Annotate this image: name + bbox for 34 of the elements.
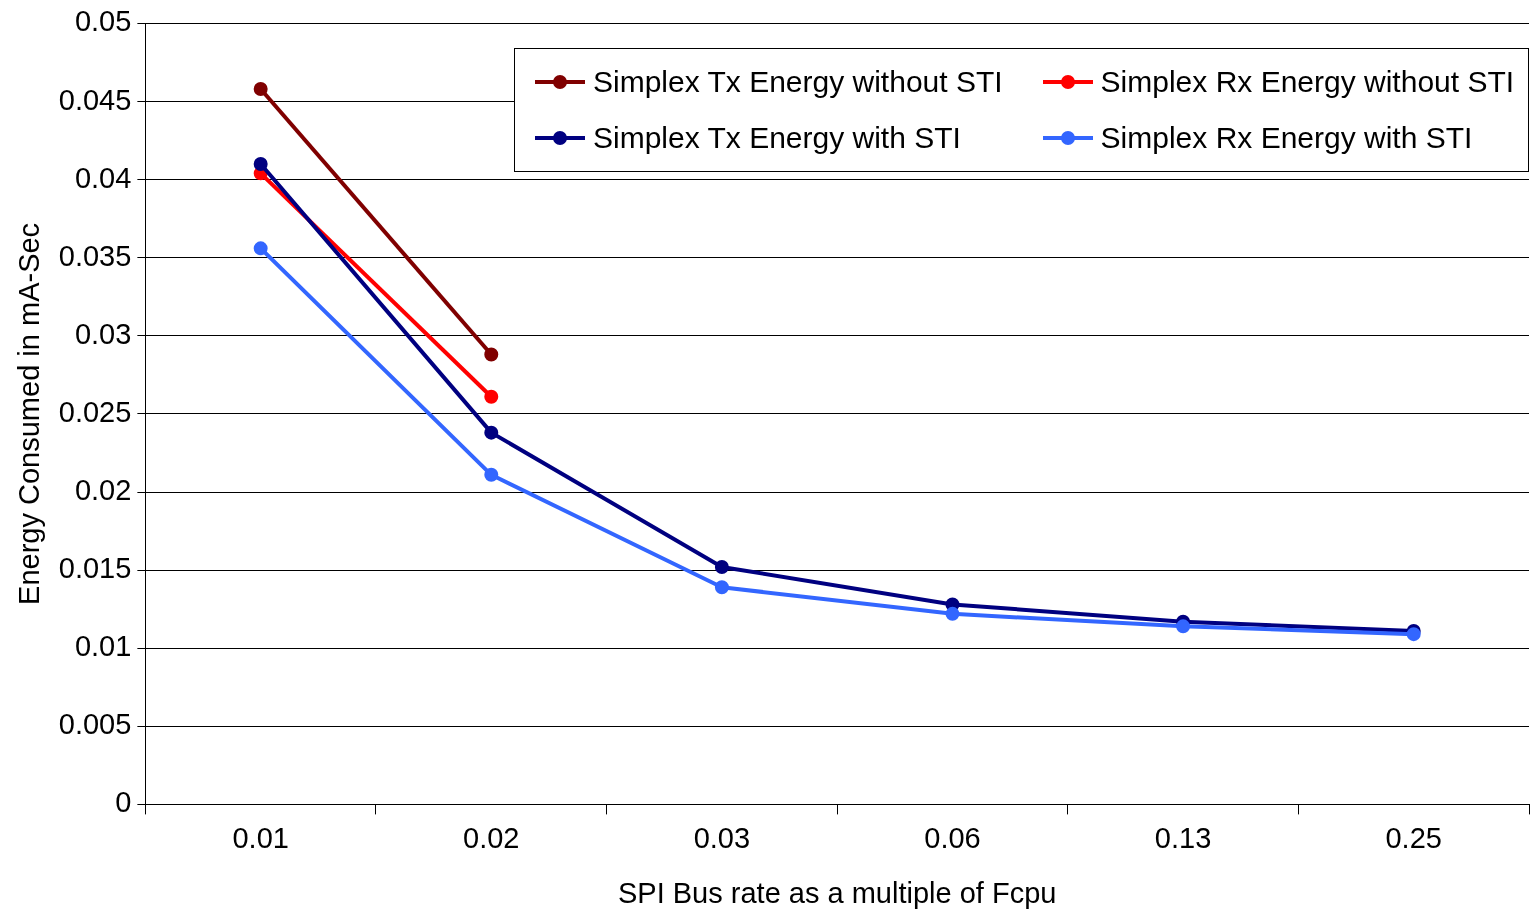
x-tick-label: 0.02 — [463, 821, 520, 854]
x-tick-label: 0.01 — [232, 821, 289, 854]
legend-label: Simplex Rx Energy with STI — [1100, 121, 1473, 156]
point — [484, 467, 499, 482]
y-tick-label: 0 — [115, 786, 132, 819]
y-tick-label: 0.05 — [74, 5, 132, 38]
y-tick-label: 0.005 — [58, 708, 132, 741]
x-tick-label: 0.06 — [924, 821, 981, 854]
legend-label: Simplex Rx Energy without STI — [1100, 65, 1515, 100]
x-axis-title: SPI Bus rate as a multiple of Fcpu — [617, 876, 1057, 909]
x-tick-label: 0.13 — [1154, 821, 1212, 854]
point — [484, 389, 499, 404]
point — [1176, 619, 1191, 634]
point — [945, 606, 960, 621]
y-tick-label: 0.01 — [74, 630, 132, 663]
y-axis-title: Energy Consumed in mA-Sec — [13, 222, 46, 605]
point — [253, 241, 268, 256]
x-tick-label: 0.03 — [693, 821, 751, 854]
y-tick-label: 0.03 — [74, 317, 132, 350]
legend-label: Simplex Tx Energy with STI — [593, 121, 961, 156]
y-tick-label: 0.035 — [58, 239, 132, 272]
point — [253, 156, 268, 171]
y-tick-label: 0.025 — [58, 395, 132, 428]
y-tick-label: 0.02 — [74, 474, 132, 506]
point — [714, 580, 729, 595]
y-tick-label: 0.045 — [58, 83, 132, 116]
x-tick-label: 0.25 — [1385, 821, 1442, 854]
point — [484, 347, 499, 362]
legend-label: Simplex Tx Energy without STI — [593, 65, 1003, 100]
y-tick-label: 0.04 — [74, 161, 132, 194]
point — [714, 559, 729, 574]
point — [253, 82, 268, 96]
y-tick-label: 0.015 — [58, 552, 132, 585]
point — [484, 425, 499, 440]
